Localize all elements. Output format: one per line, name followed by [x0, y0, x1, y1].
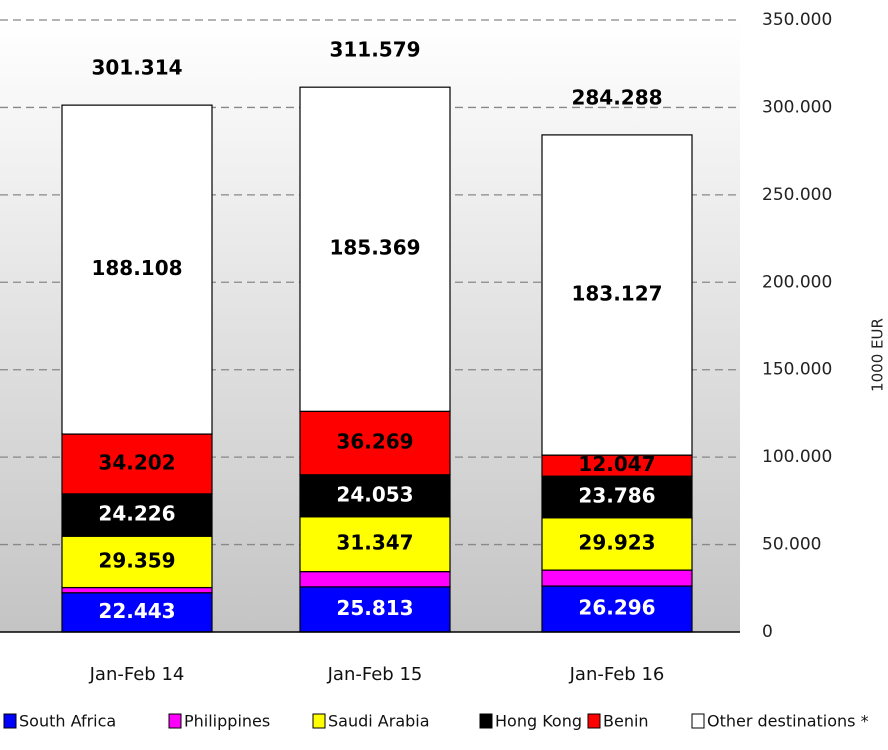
bar-segment — [61, 433, 213, 495]
bar-segment — [299, 474, 451, 518]
data-label: 12.047 — [578, 452, 655, 476]
total-label: 301.314 — [91, 56, 182, 80]
bar-segment — [61, 493, 213, 537]
y-tick-label: 300.000 — [762, 97, 832, 117]
legend-label: South Africa — [19, 712, 116, 731]
bar-segment — [299, 586, 451, 633]
total-label: 284.288 — [571, 85, 662, 109]
legend-label: Other destinations * — [707, 712, 869, 731]
legend-label: Philippines — [184, 712, 270, 731]
x-tick-label: Jan-Feb 15 — [327, 664, 423, 685]
x-tick-label: Jan-Feb 16 — [569, 664, 665, 685]
legend-label: Saudi Arabia — [328, 712, 430, 731]
data-label: 31.347 — [336, 531, 413, 555]
y-tick-label: 50.000 — [762, 535, 821, 555]
data-label: 24.226 — [98, 502, 175, 526]
data-label: 29.359 — [98, 548, 175, 572]
bar-segment — [299, 571, 451, 588]
total-label: 311.579 — [329, 38, 420, 62]
data-label: 183.127 — [571, 282, 662, 306]
bar-segment — [541, 475, 693, 519]
bar-segment — [61, 104, 213, 435]
bar-segment — [541, 517, 693, 571]
data-label: 185.369 — [329, 236, 420, 260]
x-tick-label: Jan-Feb 14 — [89, 664, 185, 685]
data-label: 34.202 — [98, 450, 175, 474]
data-label: 24.053 — [336, 482, 413, 506]
data-label: 22.443 — [98, 599, 175, 623]
legend-swatch — [168, 713, 182, 729]
bar-segment — [299, 86, 451, 412]
legend-swatch — [587, 713, 601, 729]
data-label: 188.108 — [91, 256, 182, 280]
y-tick-label: 0 — [762, 622, 773, 642]
data-label: 26.296 — [578, 596, 655, 620]
legend-swatch — [3, 713, 17, 729]
data-label: 36.269 — [336, 430, 413, 454]
y-tick-label: 200.000 — [762, 272, 832, 292]
bar-segment — [541, 134, 693, 456]
legend-swatch — [479, 713, 493, 729]
y-tick-label: 100.000 — [762, 447, 832, 467]
legend-swatch — [312, 713, 326, 729]
y-tick-label: 250.000 — [762, 185, 832, 205]
bar-segment — [61, 535, 213, 589]
y-axis-label: 1000 EUR — [869, 318, 887, 392]
bar-segment — [61, 586, 213, 594]
y-tick-label: 150.000 — [762, 360, 832, 380]
bar-segment — [299, 516, 451, 573]
bar-segment — [541, 569, 693, 587]
data-label: 23.786 — [578, 483, 655, 507]
bar-segment — [299, 410, 451, 476]
data-label: 29.923 — [578, 530, 655, 554]
bar-segment — [541, 585, 693, 633]
y-tick-label: 350.000 — [762, 10, 832, 30]
legend-label: Hong Kong — [495, 712, 582, 731]
legend-label: Benin — [603, 712, 649, 731]
data-label: 25.813 — [336, 596, 413, 620]
legend-swatch — [691, 713, 705, 729]
